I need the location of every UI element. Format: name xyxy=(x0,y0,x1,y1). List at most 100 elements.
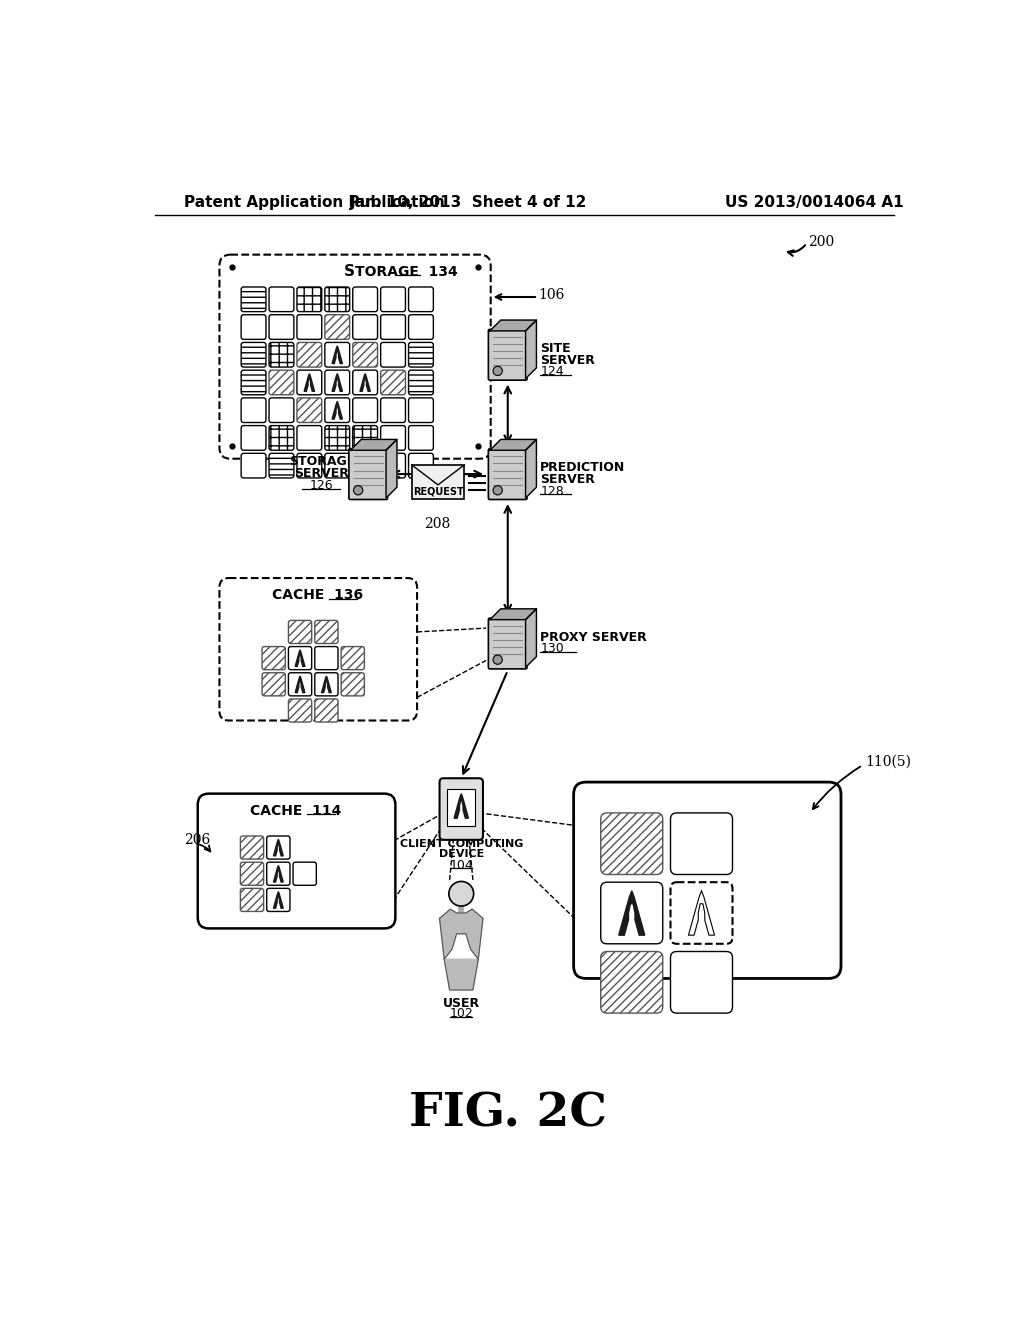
FancyBboxPatch shape xyxy=(439,779,483,840)
Text: FIG. 2C: FIG. 2C xyxy=(409,1090,607,1137)
FancyBboxPatch shape xyxy=(409,370,433,395)
Text: CLIENT COMPUTING: CLIENT COMPUTING xyxy=(399,840,523,850)
FancyBboxPatch shape xyxy=(266,836,290,859)
Circle shape xyxy=(493,367,503,376)
Text: 130: 130 xyxy=(541,643,564,656)
Polygon shape xyxy=(332,374,342,391)
FancyBboxPatch shape xyxy=(266,862,290,886)
FancyBboxPatch shape xyxy=(198,793,395,928)
Text: Jan. 10, 2013  Sheet 4 of 12: Jan. 10, 2013 Sheet 4 of 12 xyxy=(350,195,588,210)
Text: Patent Application Publication: Patent Application Publication xyxy=(183,195,444,210)
FancyBboxPatch shape xyxy=(325,342,349,367)
FancyBboxPatch shape xyxy=(269,342,294,367)
FancyBboxPatch shape xyxy=(352,397,378,422)
Circle shape xyxy=(493,486,503,495)
Text: SITE: SITE xyxy=(541,342,571,355)
FancyBboxPatch shape xyxy=(241,862,263,886)
FancyBboxPatch shape xyxy=(601,882,663,944)
FancyBboxPatch shape xyxy=(241,836,263,859)
FancyBboxPatch shape xyxy=(297,397,322,422)
FancyBboxPatch shape xyxy=(601,952,663,1014)
Polygon shape xyxy=(304,374,314,391)
Polygon shape xyxy=(322,676,332,693)
Text: 208: 208 xyxy=(424,517,451,531)
FancyBboxPatch shape xyxy=(409,425,433,450)
FancyBboxPatch shape xyxy=(409,397,433,422)
FancyBboxPatch shape xyxy=(325,453,349,478)
FancyBboxPatch shape xyxy=(409,453,433,478)
FancyBboxPatch shape xyxy=(488,618,527,669)
FancyBboxPatch shape xyxy=(671,813,732,874)
FancyBboxPatch shape xyxy=(293,862,316,886)
Polygon shape xyxy=(350,440,397,450)
Polygon shape xyxy=(525,440,537,498)
Text: USER: USER xyxy=(442,997,480,1010)
Text: SERVER: SERVER xyxy=(541,354,595,367)
Polygon shape xyxy=(332,401,342,418)
FancyBboxPatch shape xyxy=(381,342,406,367)
Text: 200: 200 xyxy=(809,235,835,248)
FancyBboxPatch shape xyxy=(573,781,841,978)
FancyBboxPatch shape xyxy=(314,673,338,696)
Text: PROXY SERVER: PROXY SERVER xyxy=(541,631,647,644)
FancyBboxPatch shape xyxy=(241,453,266,478)
FancyBboxPatch shape xyxy=(219,578,417,721)
Circle shape xyxy=(353,486,362,495)
FancyBboxPatch shape xyxy=(297,370,322,395)
Text: STORAGE: STORAGE xyxy=(289,455,355,469)
Polygon shape xyxy=(439,909,483,960)
FancyBboxPatch shape xyxy=(289,620,311,644)
Polygon shape xyxy=(489,440,537,450)
Polygon shape xyxy=(273,840,284,855)
Text: 126: 126 xyxy=(310,479,334,492)
FancyBboxPatch shape xyxy=(241,286,266,312)
Circle shape xyxy=(493,655,503,664)
FancyBboxPatch shape xyxy=(297,453,322,478)
FancyBboxPatch shape xyxy=(671,882,732,944)
Text: REQUEST: REQUEST xyxy=(413,486,464,496)
FancyBboxPatch shape xyxy=(381,370,406,395)
Polygon shape xyxy=(295,649,305,667)
FancyBboxPatch shape xyxy=(241,370,266,395)
Polygon shape xyxy=(444,960,478,990)
Text: 124: 124 xyxy=(541,366,564,379)
FancyBboxPatch shape xyxy=(325,370,349,395)
FancyBboxPatch shape xyxy=(262,673,286,696)
FancyBboxPatch shape xyxy=(325,397,349,422)
FancyBboxPatch shape xyxy=(289,700,311,722)
FancyBboxPatch shape xyxy=(269,425,294,450)
Text: SERVER: SERVER xyxy=(541,473,595,486)
FancyBboxPatch shape xyxy=(269,286,294,312)
Polygon shape xyxy=(332,346,342,363)
FancyBboxPatch shape xyxy=(297,342,322,367)
FancyBboxPatch shape xyxy=(241,397,266,422)
FancyBboxPatch shape xyxy=(671,952,732,1014)
Bar xyxy=(412,465,464,499)
Polygon shape xyxy=(360,374,371,391)
FancyBboxPatch shape xyxy=(381,314,406,339)
FancyBboxPatch shape xyxy=(352,453,378,478)
Text: PREDICTION: PREDICTION xyxy=(541,462,626,474)
FancyBboxPatch shape xyxy=(289,647,311,669)
FancyBboxPatch shape xyxy=(266,888,290,911)
FancyBboxPatch shape xyxy=(352,286,378,312)
Polygon shape xyxy=(525,321,537,379)
FancyBboxPatch shape xyxy=(381,286,406,312)
FancyBboxPatch shape xyxy=(352,370,378,395)
Text: 110(5): 110(5) xyxy=(866,755,911,770)
Text: SERVER: SERVER xyxy=(294,467,349,480)
Text: 104: 104 xyxy=(450,859,473,871)
Polygon shape xyxy=(618,891,645,935)
FancyBboxPatch shape xyxy=(325,314,349,339)
Text: US 2013/0014064 A1: US 2013/0014064 A1 xyxy=(725,195,903,210)
FancyBboxPatch shape xyxy=(325,286,349,312)
Polygon shape xyxy=(489,321,537,331)
Bar xyxy=(447,789,475,826)
Text: CACHE  114: CACHE 114 xyxy=(251,804,342,817)
Text: 206: 206 xyxy=(183,833,210,847)
Polygon shape xyxy=(273,866,284,882)
FancyBboxPatch shape xyxy=(349,449,388,499)
FancyBboxPatch shape xyxy=(325,425,349,450)
FancyBboxPatch shape xyxy=(269,314,294,339)
Polygon shape xyxy=(454,793,468,818)
